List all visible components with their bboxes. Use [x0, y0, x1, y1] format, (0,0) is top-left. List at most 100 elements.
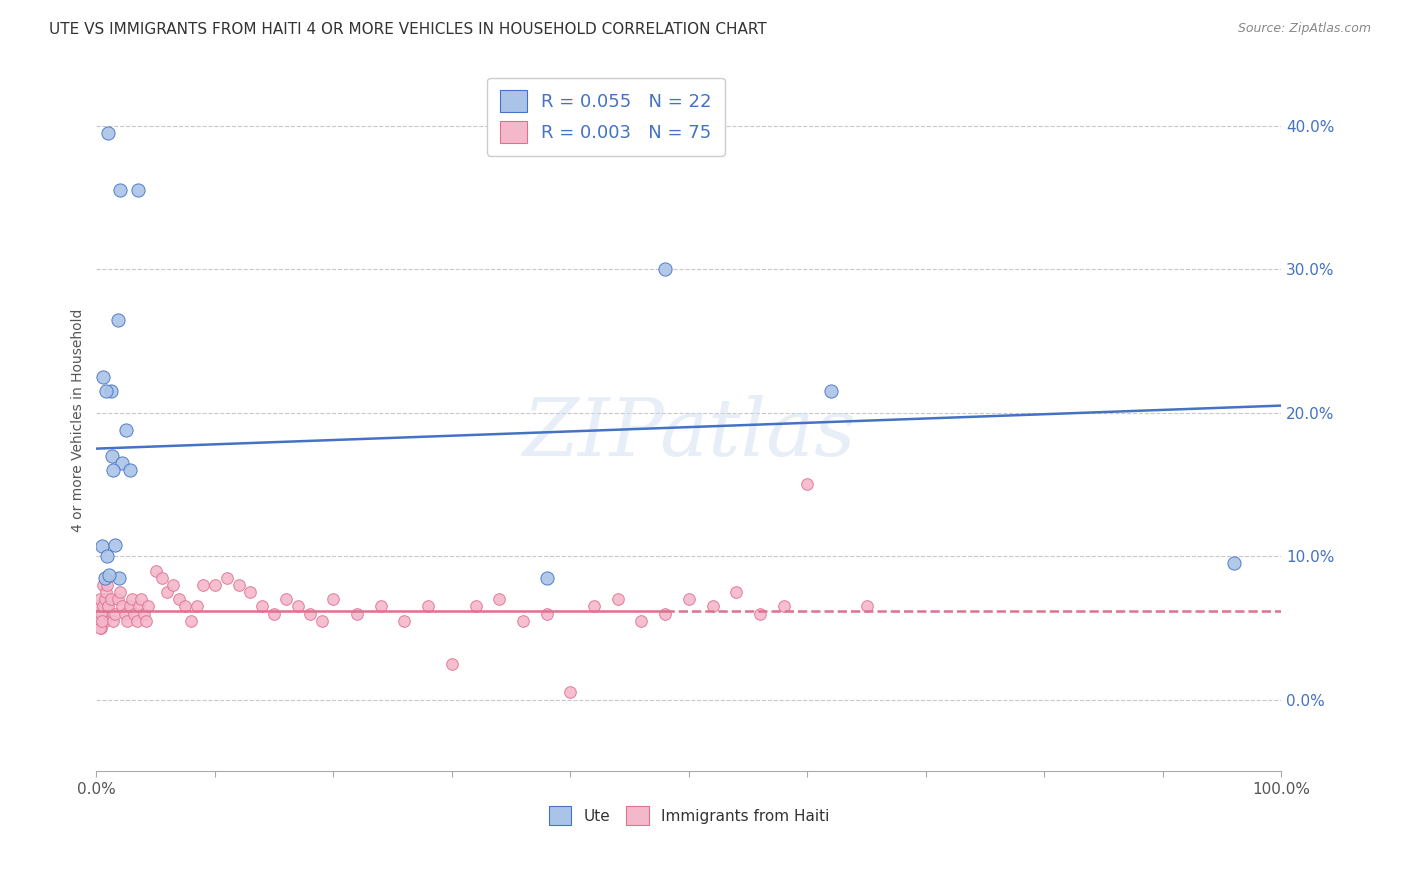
Point	[180, 614, 202, 628]
Point	[100, 449, 122, 463]
Point	[111, 456, 134, 470]
Point	[107, 592, 129, 607]
Text: Source: ZipAtlas.com: Source: ZipAtlas.com	[1237, 22, 1371, 36]
Point	[820, 384, 842, 399]
Point	[121, 592, 143, 607]
Point	[855, 599, 877, 614]
Point	[560, 685, 582, 699]
Point	[97, 599, 120, 614]
Point	[125, 614, 148, 628]
Point	[156, 585, 179, 599]
Legend: Ute, Immigrants from Haiti: Ute, Immigrants from Haiti	[540, 797, 838, 834]
Point	[169, 592, 191, 607]
Point	[512, 614, 534, 628]
Point	[100, 592, 122, 607]
Point	[127, 183, 149, 197]
Point	[91, 614, 114, 628]
Point	[464, 599, 486, 614]
Point	[97, 126, 120, 140]
Point	[678, 592, 700, 607]
Point	[115, 614, 138, 628]
Point	[90, 607, 112, 621]
Point	[346, 607, 368, 621]
Point	[101, 614, 124, 628]
Point	[135, 614, 157, 628]
Point	[162, 578, 184, 592]
Point	[191, 578, 214, 592]
Point	[150, 571, 173, 585]
Point	[89, 621, 111, 635]
Point	[93, 578, 115, 592]
Point	[91, 539, 114, 553]
Point	[94, 384, 117, 399]
Point	[131, 592, 153, 607]
Point	[89, 592, 111, 607]
Point	[96, 549, 118, 564]
Point	[91, 607, 114, 621]
Point	[370, 599, 392, 614]
Point	[394, 614, 416, 628]
Point	[263, 607, 285, 621]
Point	[1223, 557, 1246, 571]
Point	[96, 578, 118, 592]
Point	[101, 463, 124, 477]
Point	[93, 599, 115, 614]
Point	[749, 607, 772, 621]
Point	[93, 370, 115, 384]
Point	[322, 592, 344, 607]
Point	[98, 567, 121, 582]
Point	[107, 312, 129, 326]
Point	[115, 423, 138, 437]
Point	[90, 621, 112, 635]
Point	[796, 477, 818, 491]
Point	[87, 614, 110, 628]
Point	[252, 599, 274, 614]
Point	[228, 578, 250, 592]
Point	[287, 599, 309, 614]
Point	[702, 599, 724, 614]
Point	[87, 599, 110, 614]
Point	[100, 384, 122, 399]
Point	[725, 585, 748, 599]
Point	[114, 607, 136, 621]
Point	[122, 607, 145, 621]
Point	[654, 607, 676, 621]
Point	[118, 463, 141, 477]
Point	[654, 262, 676, 277]
Point	[94, 585, 117, 599]
Point	[630, 614, 652, 628]
Point	[440, 657, 463, 671]
Text: UTE VS IMMIGRANTS FROM HAITI 4 OR MORE VEHICLES IN HOUSEHOLD CORRELATION CHART: UTE VS IMMIGRANTS FROM HAITI 4 OR MORE V…	[49, 22, 766, 37]
Point	[111, 599, 134, 614]
Point	[118, 599, 141, 614]
Point	[93, 571, 115, 585]
Point	[138, 599, 160, 614]
Point	[298, 607, 321, 621]
Point	[145, 564, 167, 578]
Point	[215, 571, 238, 585]
Point	[104, 538, 127, 552]
Point	[204, 578, 226, 592]
Y-axis label: 4 or more Vehicles in Household: 4 or more Vehicles in Household	[72, 309, 86, 532]
Point	[93, 592, 115, 607]
Point	[108, 571, 131, 585]
Point	[418, 599, 440, 614]
Point	[311, 614, 333, 628]
Point	[536, 571, 558, 585]
Point	[104, 607, 127, 621]
Point	[239, 585, 262, 599]
Point	[108, 585, 131, 599]
Point	[274, 592, 297, 607]
Point	[132, 607, 155, 621]
Point	[96, 592, 118, 607]
Point	[94, 599, 117, 614]
Point	[186, 599, 208, 614]
Point	[606, 592, 628, 607]
Point	[93, 614, 115, 628]
Point	[108, 183, 131, 197]
Point	[583, 599, 606, 614]
Point	[174, 599, 197, 614]
Point	[772, 599, 794, 614]
Point	[128, 599, 150, 614]
Text: ZIPatlas: ZIPatlas	[522, 395, 856, 473]
